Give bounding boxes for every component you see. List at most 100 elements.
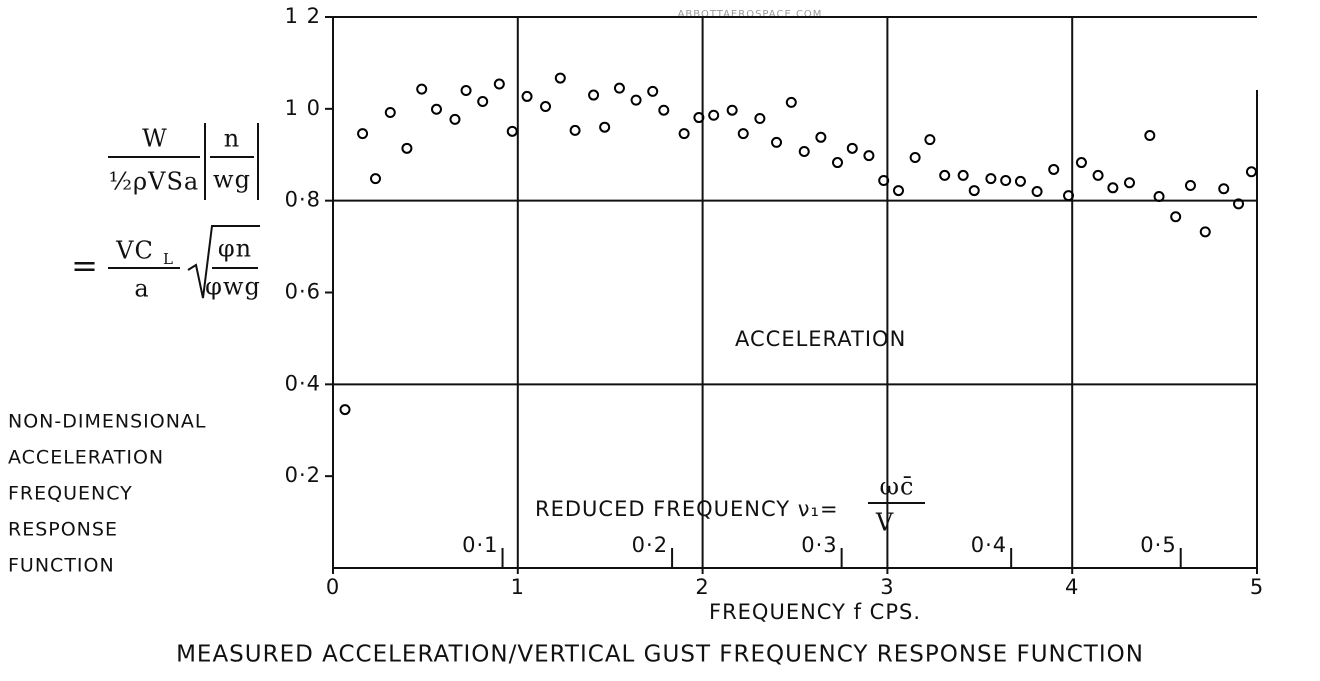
y-axis-label: FUNCTION xyxy=(8,555,115,577)
x2-tick-label: 0·2 xyxy=(632,533,668,557)
x-tick-label: 0 xyxy=(326,575,340,599)
point xyxy=(985,173,997,185)
x2-label-numerator: ωc̄ xyxy=(879,473,914,501)
point xyxy=(357,128,369,140)
x-axis-label: FREQUENCY f CPS. xyxy=(709,600,921,624)
point xyxy=(1153,191,1165,203)
point xyxy=(1031,185,1043,197)
point xyxy=(521,90,533,102)
chart-title: MEASURED ACCELERATION/VERTICAL GUST FREQ… xyxy=(176,642,1144,668)
point xyxy=(449,113,461,125)
point xyxy=(493,78,505,90)
point xyxy=(1233,198,1245,210)
x2-label-denominator: V xyxy=(875,509,894,537)
point xyxy=(1184,180,1196,192)
point xyxy=(1199,226,1211,238)
point xyxy=(588,89,600,101)
formula-part: a xyxy=(134,275,149,303)
x2-tick-label: 0·4 xyxy=(971,533,1007,557)
y-tick-label: 0·8 xyxy=(285,188,321,212)
point xyxy=(658,104,670,116)
point xyxy=(1092,169,1104,181)
point xyxy=(1107,182,1119,194)
point xyxy=(554,72,566,84)
point xyxy=(737,128,749,140)
point xyxy=(1014,175,1026,187)
point xyxy=(878,174,890,186)
formula-part: W xyxy=(142,125,168,153)
formula-part: wg xyxy=(213,166,251,194)
point xyxy=(569,124,581,136)
x2-tick-label: 0·3 xyxy=(801,533,837,557)
point xyxy=(460,84,472,96)
formula-part: n xyxy=(224,125,240,153)
y-tick-label: 0·2 xyxy=(285,463,321,487)
point xyxy=(370,173,382,185)
annotation: ACCELERATION xyxy=(735,327,906,351)
y-tick-label: 1 2 xyxy=(285,4,321,28)
y-axis-label: FREQUENCY xyxy=(8,483,133,505)
point xyxy=(1218,183,1230,195)
point xyxy=(477,95,489,107)
formula-part: φwg xyxy=(205,273,261,301)
point xyxy=(540,101,552,113)
point xyxy=(754,112,766,124)
point xyxy=(1048,163,1060,175)
point xyxy=(968,185,980,197)
y-axis-label: NON-DIMENSIONAL xyxy=(8,411,207,433)
x-tick-label: 1 xyxy=(511,575,525,599)
y-axis-label: RESPONSE xyxy=(8,519,118,541)
point xyxy=(892,185,904,197)
point xyxy=(416,83,428,95)
point xyxy=(832,157,844,169)
point xyxy=(1245,166,1257,178)
x2-axis-label: REDUCED FREQUENCY ν₁= xyxy=(535,497,839,521)
y-tick-label: 1 0 xyxy=(285,96,321,120)
formula-part: ½ρVSa xyxy=(109,168,199,196)
point xyxy=(909,152,921,164)
x-tick-label: 4 xyxy=(1065,575,1079,599)
point xyxy=(1170,211,1182,223)
point xyxy=(708,109,720,121)
formula-part: = xyxy=(71,247,99,285)
point xyxy=(599,121,611,133)
point xyxy=(785,96,797,108)
watermark: ABBOTTAEROSPACE.COM xyxy=(678,9,823,20)
point xyxy=(1063,190,1075,202)
formula-part: VC xyxy=(115,237,154,265)
point xyxy=(430,103,442,115)
point xyxy=(771,136,783,148)
point xyxy=(726,104,738,116)
formula-part: L xyxy=(163,250,174,268)
point xyxy=(401,142,413,154)
point xyxy=(957,169,969,181)
point xyxy=(924,134,936,146)
sqrt-sign xyxy=(187,225,260,299)
point xyxy=(693,112,705,124)
point xyxy=(939,169,951,181)
point xyxy=(815,131,827,143)
point xyxy=(863,150,875,162)
point xyxy=(630,94,642,106)
x2-tick-label: 0·1 xyxy=(462,533,498,557)
formula-part: φn xyxy=(218,235,252,263)
point xyxy=(1144,129,1156,141)
x-tick-label: 3 xyxy=(880,575,894,599)
point xyxy=(1123,177,1135,189)
point xyxy=(1000,174,1012,186)
point xyxy=(846,142,858,154)
x-tick-label: 5 xyxy=(1250,575,1264,599)
point xyxy=(678,128,690,140)
x-tick-label: 2 xyxy=(695,575,709,599)
point xyxy=(384,107,396,119)
x2-tick-label: 0·5 xyxy=(1140,533,1176,557)
point xyxy=(647,85,659,97)
point xyxy=(613,82,625,94)
y-axis-label: ACCELERATION xyxy=(8,447,164,469)
point xyxy=(1075,157,1087,169)
point xyxy=(339,404,351,416)
y-tick-label: 0·4 xyxy=(285,371,321,395)
point xyxy=(798,146,810,158)
